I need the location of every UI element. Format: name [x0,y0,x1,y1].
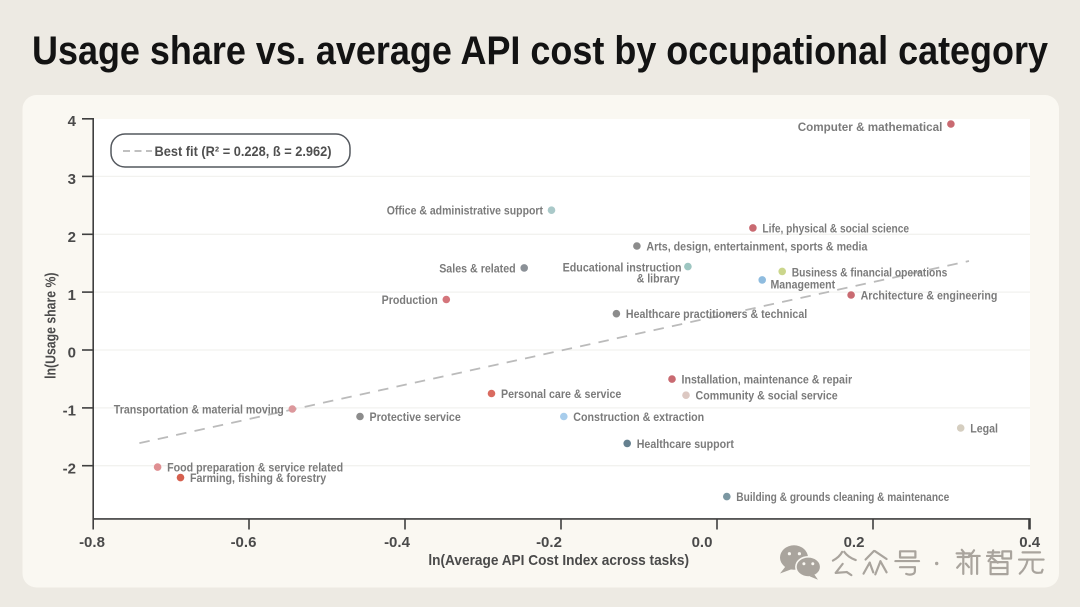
svg-text:0.4: 0.4 [1019,534,1041,551]
svg-text:Sales & related: Sales & related [439,261,516,275]
svg-text:Construction & extraction: Construction & extraction [573,410,704,424]
svg-text:Business & financial operation: Business & financial operations [792,266,948,280]
svg-text:Community & social service: Community & social service [696,389,838,403]
svg-text:-2: -2 [63,460,76,477]
svg-text:Protective service: Protective service [370,410,462,424]
svg-text:Transportation & material movi: Transportation & material moving [114,403,284,417]
svg-text:-1: -1 [63,403,76,420]
svg-text:Building & grounds cleaning &: Building & grounds cleaning & maintenanc… [736,490,949,504]
svg-text:& library: & library [637,271,680,285]
svg-text:Installation, maintenance & re: Installation, maintenance & repair [682,373,853,387]
svg-text:Usage share vs. average API co: Usage share vs. average API cost by occu… [32,29,1049,73]
svg-text:0.2: 0.2 [844,534,865,551]
svg-text:1: 1 [68,287,76,304]
svg-text:-0.2: -0.2 [536,534,562,551]
svg-text:-0.6: -0.6 [231,534,257,551]
svg-text:Legal: Legal [970,422,998,436]
svg-text:ln(Average API Cost Index acro: ln(Average API Cost Index across tasks) [428,552,689,569]
svg-text:Architecture & engineering: Architecture & engineering [861,289,998,303]
svg-text:Best fit (R² = 0.228, ß = 2.96: Best fit (R² = 0.228, ß = 2.962) [155,143,332,159]
svg-text:Computer & mathematical: Computer & mathematical [798,120,943,134]
svg-text:Arts, design, entertainment, s: Arts, design, entertainment, sports & me… [646,240,867,254]
svg-text:Food preparation & service rel: Food preparation & service related [167,461,343,475]
svg-text:3: 3 [68,171,76,188]
svg-text:-0.8: -0.8 [79,534,105,551]
svg-text:2: 2 [68,229,76,246]
svg-text:4: 4 [68,113,77,130]
svg-text:0: 0 [68,345,76,362]
svg-text:-0.4: -0.4 [384,534,411,551]
svg-text:Educational instruction: Educational instruction [563,260,682,274]
svg-text:Personal care & service: Personal care & service [501,387,622,401]
svg-text:Farming, fishing & forestry: Farming, fishing & forestry [190,471,326,485]
svg-text:Production: Production [382,293,438,307]
svg-text:ln(Usage share %): ln(Usage share %) [43,273,60,379]
svg-text:Healthcare practitioners & tec: Healthcare practitioners & technical [626,307,807,321]
svg-text:Office & administrative suppor: Office & administrative support [387,204,543,218]
svg-text:Management: Management [771,278,836,292]
svg-text:Healthcare support: Healthcare support [637,437,734,451]
svg-text:0.0: 0.0 [692,534,713,551]
svg-text:Life, physical & social scienc: Life, physical & social science [762,221,909,235]
